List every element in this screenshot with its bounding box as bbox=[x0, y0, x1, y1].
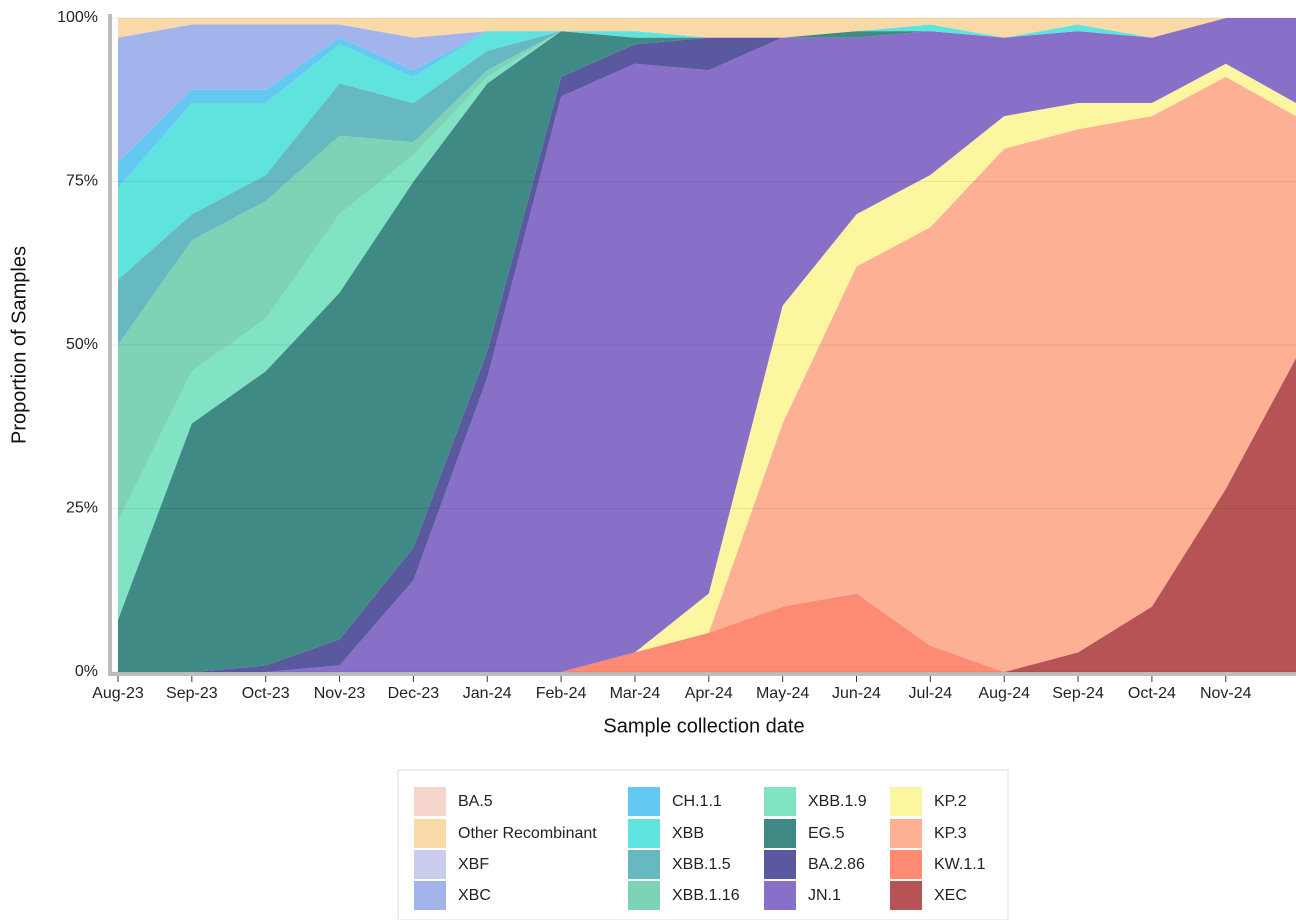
x-tick-label: Jun-24 bbox=[832, 685, 881, 702]
x-axis-title: Sample collection date bbox=[603, 715, 804, 737]
legend-label: Other Recombinant bbox=[458, 825, 597, 842]
legend-swatch bbox=[764, 787, 796, 816]
legend-swatch bbox=[628, 881, 660, 910]
legend-swatch bbox=[628, 850, 660, 879]
area bbox=[118, 18, 1296, 280]
x-tick-label: Nov-24 bbox=[1200, 685, 1252, 702]
x-tick-label: Jul-24 bbox=[909, 685, 953, 702]
area bbox=[118, 18, 1296, 672]
x-tick-label: Oct-24 bbox=[1128, 685, 1176, 702]
y-tick-label: 75% bbox=[66, 173, 98, 190]
legend-swatch bbox=[764, 881, 796, 910]
legend-label: XEC bbox=[934, 887, 967, 904]
legend-label: XBB bbox=[672, 825, 704, 842]
legend-label: BA.2.86 bbox=[808, 856, 865, 873]
plot-area bbox=[118, 18, 1296, 673]
area bbox=[118, 18, 1296, 672]
x-tick-label: Mar-24 bbox=[610, 685, 661, 702]
y-axis-line bbox=[108, 14, 112, 676]
area bbox=[118, 76, 1296, 672]
legend-swatch bbox=[764, 819, 796, 848]
legend-swatch bbox=[414, 787, 446, 816]
x-tick-label: Apr-24 bbox=[685, 685, 733, 702]
legend-swatch bbox=[414, 850, 446, 879]
legend-label: KW.1.1 bbox=[934, 856, 986, 873]
legend-swatch bbox=[890, 881, 922, 910]
legend-label: XBB.1.9 bbox=[808, 793, 867, 810]
legend-swatch bbox=[764, 850, 796, 879]
legend-swatch bbox=[890, 850, 922, 879]
legend-swatch bbox=[890, 787, 922, 816]
legend-swatch bbox=[628, 787, 660, 816]
legend-label: JN.1 bbox=[808, 887, 841, 904]
x-tick-label: May-24 bbox=[756, 685, 809, 702]
y-tick-label: 100% bbox=[57, 9, 98, 26]
legend-label: XBB.1.5 bbox=[672, 856, 731, 873]
area bbox=[118, 358, 1296, 672]
legend-label: KP.3 bbox=[934, 825, 967, 842]
x-tick-label: Oct-23 bbox=[242, 685, 290, 702]
legend-label: BA.5 bbox=[458, 793, 493, 810]
y-tick-label: 0% bbox=[75, 663, 98, 680]
legend-label: CH.1.1 bbox=[672, 793, 722, 810]
y-axis-title: Proportion of Samples bbox=[8, 246, 30, 444]
x-tick-label: Nov-23 bbox=[314, 685, 366, 702]
area bbox=[118, 18, 1296, 620]
legend-label: XBB.1.16 bbox=[672, 887, 740, 904]
x-tick-label: Sep-24 bbox=[1052, 685, 1104, 702]
y-tick-label: 50% bbox=[66, 336, 98, 353]
x-tick-label: Aug-24 bbox=[978, 685, 1030, 702]
x-axis-line bbox=[108, 672, 1296, 676]
x-tick-label: Sep-23 bbox=[166, 685, 218, 702]
legend-label: XBF bbox=[458, 856, 489, 873]
legend-label: KP.2 bbox=[934, 793, 967, 810]
legend-swatch bbox=[414, 881, 446, 910]
legend-swatch bbox=[890, 819, 922, 848]
legend-swatch bbox=[628, 819, 660, 848]
legend-swatch bbox=[414, 819, 446, 848]
area bbox=[118, 18, 1296, 162]
y-tick-label: 25% bbox=[66, 500, 98, 517]
area bbox=[118, 18, 1296, 522]
x-tick-label: Feb-24 bbox=[536, 685, 587, 702]
legend-label: XBC bbox=[458, 887, 491, 904]
x-tick-label: Jan-24 bbox=[463, 685, 512, 702]
legend-label: EG.5 bbox=[808, 825, 845, 842]
area bbox=[118, 18, 1296, 38]
x-tick-label: Aug-23 bbox=[92, 685, 144, 702]
x-tick-label: Dec-23 bbox=[388, 685, 440, 702]
